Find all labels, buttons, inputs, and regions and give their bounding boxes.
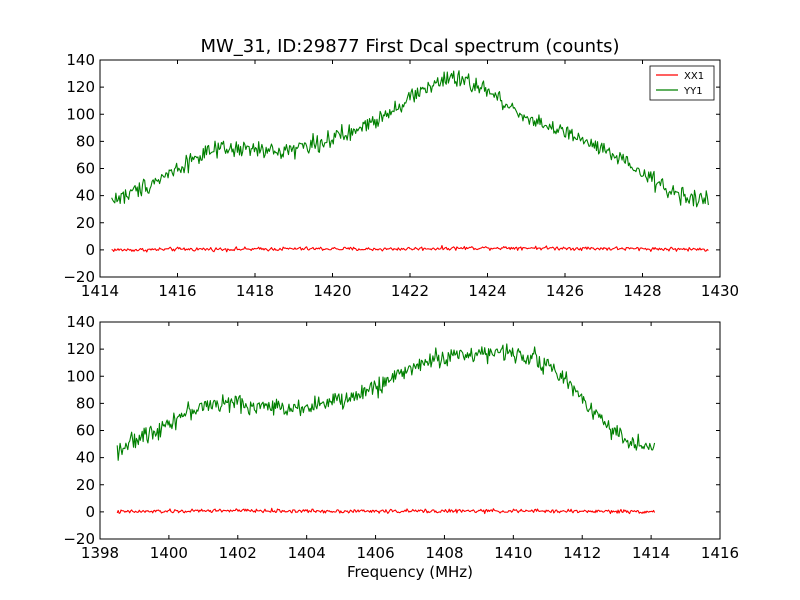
legend-label-yy1: YY1 [683,86,703,97]
series-line-xx1-2 [116,507,656,515]
y-tick-label: 80 [76,394,95,412]
legend-box [649,65,715,101]
x-tick-label: 1416 [701,544,739,562]
x-tick-label: 1426 [546,282,584,300]
chart-title: MW_31, ID:29877 First Dcal spectrum (cou… [200,36,619,57]
x-tick-label: 1410 [494,544,532,562]
x-tick-label: 1416 [158,282,196,300]
x-tick-label: 1412 [563,544,601,562]
legend-label-xx1: XX1 [684,71,704,82]
y-tick-label: 0 [85,503,95,521]
plots: 1414 1416 1418 1420 1422 1424 1426 1428 1430 −20 0… [63,51,739,562]
x-tick-label: 1418 [236,282,274,300]
x-tick-label: 1398 [81,544,119,562]
x-tick-label: 1430 [701,282,739,300]
x-tick-label: 1420 [313,282,351,300]
x-tick-label: 1402 [219,544,257,562]
x-tick-label: 1422 [391,282,429,300]
y-tick-label: 140 [66,51,95,69]
y-tick-label: 120 [66,78,95,96]
x-tick-label: 1414 [632,544,670,562]
y-tick-label: 20 [76,214,95,232]
y-tick-label: −20 [63,530,95,548]
y-tick-label: 40 [76,187,95,205]
y-tick-label: 0 [85,241,95,259]
plot-area-1 [111,70,709,253]
x-tick-label: 1406 [356,544,394,562]
x-axis-label: Frequency (MHz) [347,563,473,581]
subplot-1: 1414 1416 1418 1420 1422 1424 1426 1428 1430 −20 0… [63,51,739,300]
series-line-yy1-2 [116,343,656,461]
x-tick-label: 1428 [623,282,661,300]
y-tick-label: 120 [66,340,95,358]
x-tick-label: 1400 [150,544,188,562]
plot-area-2 [116,343,656,515]
x-tick-label: 1408 [425,544,463,562]
y-tick-label: 20 [76,476,95,494]
y-tick-label: 100 [66,367,95,385]
y-tick-label: 60 [76,160,95,178]
x-tick-label: 1414 [81,282,119,300]
x-tick-label: 1424 [468,282,506,300]
y-tick-label: 40 [76,449,95,467]
y-tick-label: 140 [66,313,95,331]
x-tick-label: 1404 [288,544,326,562]
y-tick-label: 100 [66,105,95,123]
series-line-xx1-1 [111,245,709,253]
series-line-yy1-1 [111,70,709,208]
subplot-2: 1398 1400 1402 1404 1406 1408 1410 1412 1414 1416… [63,313,739,562]
y-tick-label: −20 [63,268,95,286]
y-tick-label: 80 [76,132,95,150]
y-tick-label: 60 [76,422,95,440]
